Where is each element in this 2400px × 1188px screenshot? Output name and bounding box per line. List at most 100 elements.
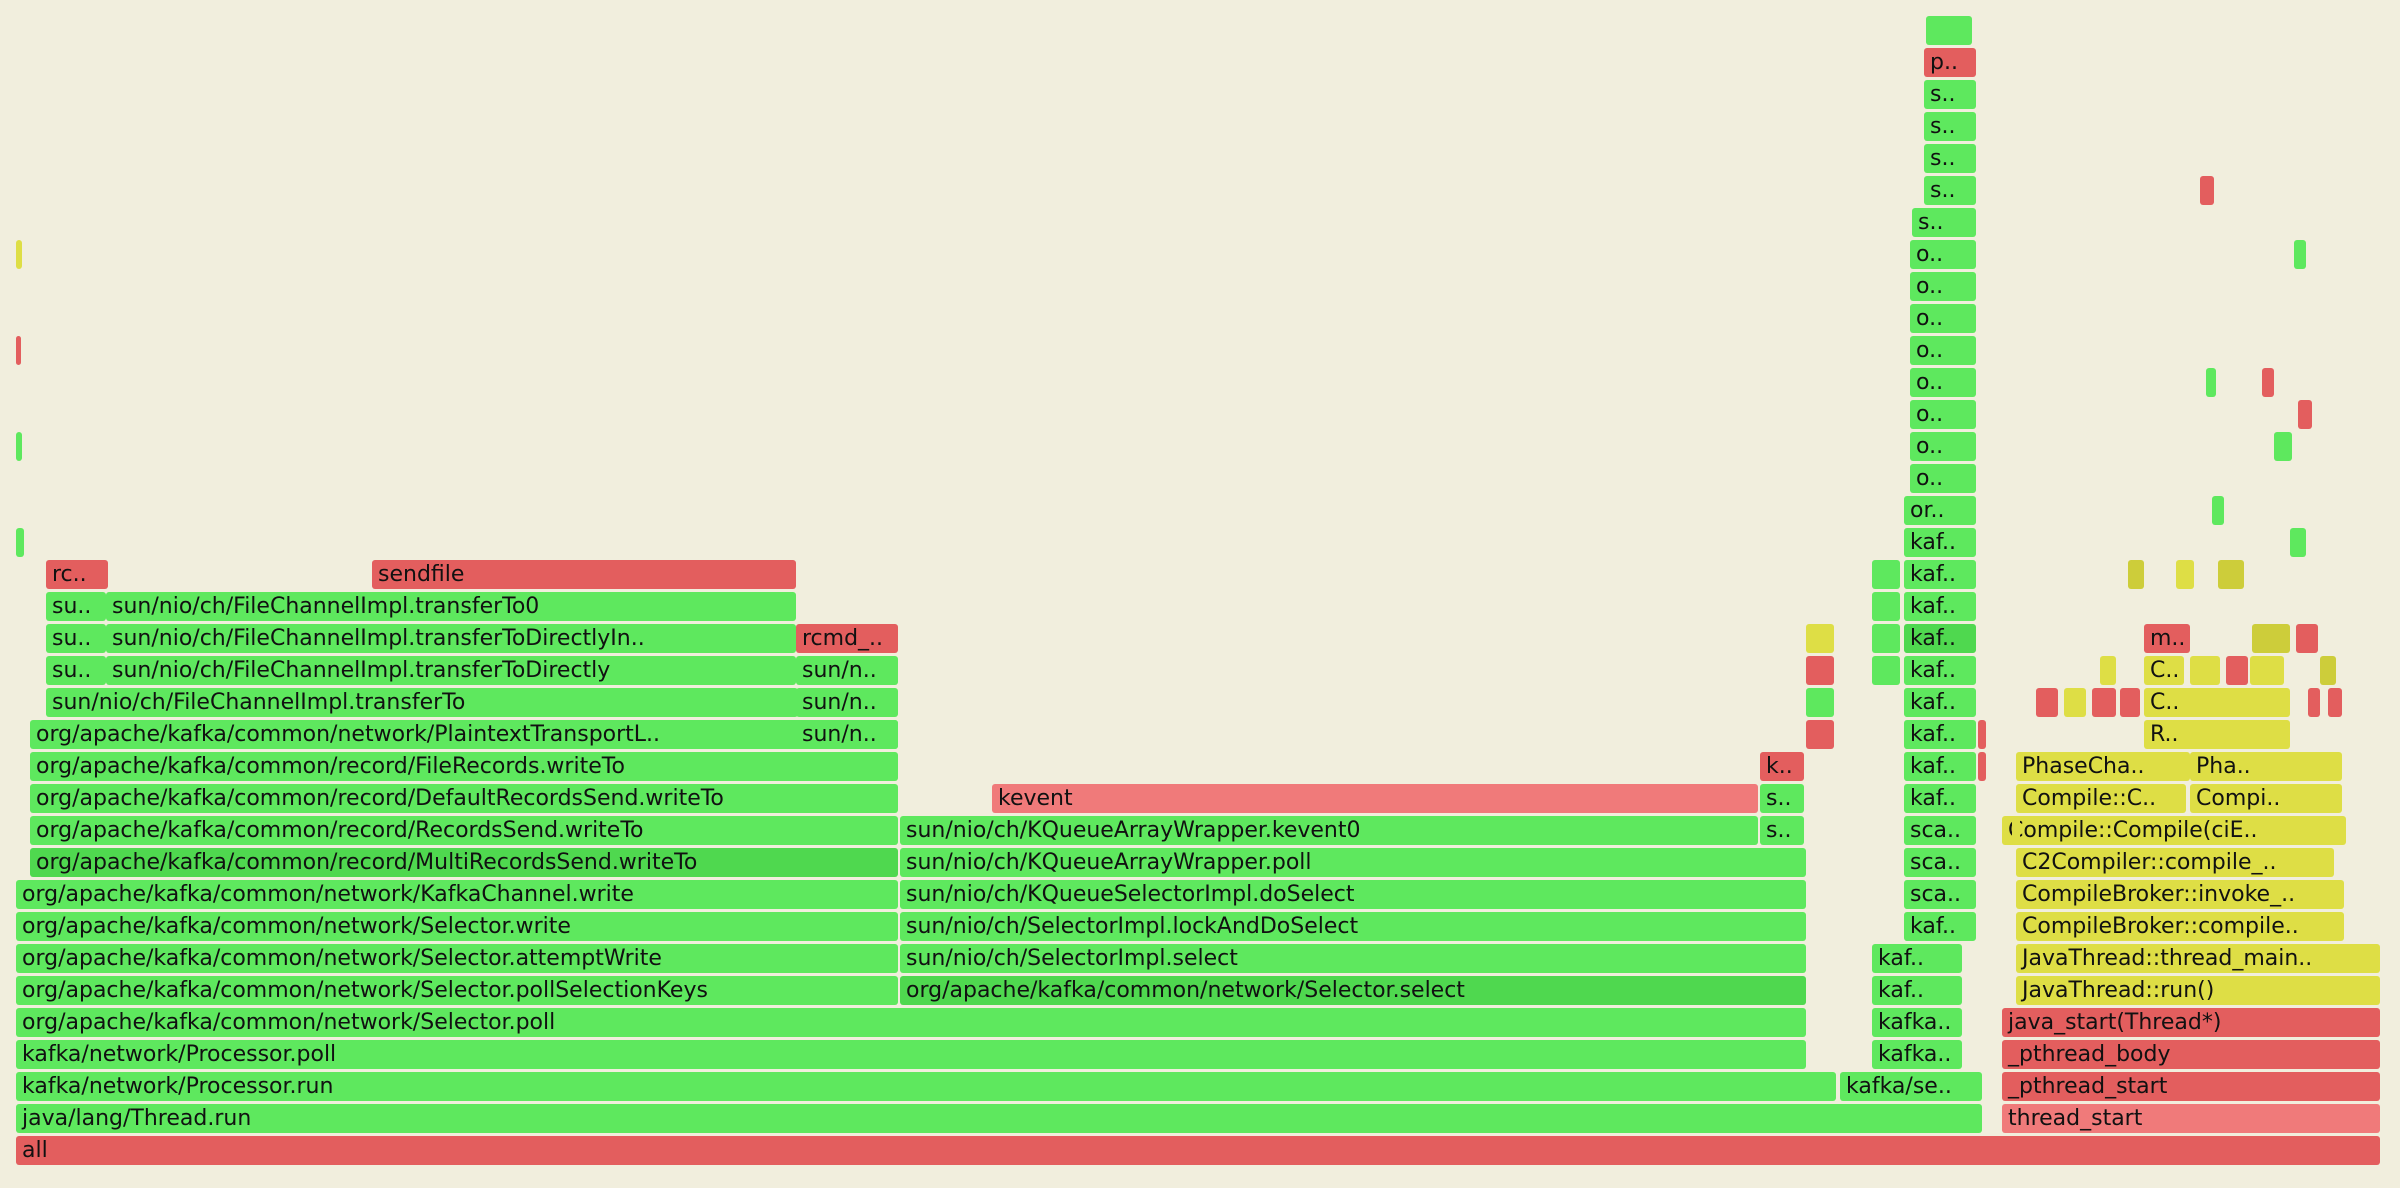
flame-frame[interactable] — [2262, 368, 2274, 397]
flame-frame[interactable]: org/apache/kafka/common/record/RecordsSe… — [30, 816, 898, 845]
flame-frame[interactable] — [1806, 720, 1834, 749]
flame-frame[interactable]: sun/nio/ch/SelectorImpl.lockAndDoSelect — [900, 912, 1806, 941]
flame-frame[interactable]: _pthread_body — [2002, 1040, 2380, 1069]
flame-frame[interactable]: org/apache/kafka/common/network/Selector… — [900, 976, 1806, 1005]
flame-frame[interactable] — [1806, 624, 1834, 653]
flame-frame[interactable]: sca.. — [1904, 880, 1976, 909]
flame-frame[interactable] — [16, 528, 24, 557]
flame-frame[interactable]: s.. — [1924, 80, 1976, 109]
flame-frame[interactable]: kafka/se.. — [1840, 1072, 1982, 1101]
flame-frame[interactable]: kafka/network/Processor.poll — [16, 1040, 1806, 1069]
flame-frame[interactable]: o.. — [1910, 368, 1976, 397]
flame-frame[interactable]: s.. — [1912, 208, 1976, 237]
flame-frame[interactable] — [1872, 592, 1900, 621]
flame-frame[interactable]: o.. — [1910, 464, 1976, 493]
flame-frame[interactable]: C.. — [2144, 688, 2290, 717]
flame-frame[interactable]: org/apache/kafka/common/network/Selector… — [16, 976, 898, 1005]
flame-frame[interactable]: p.. — [1924, 48, 1976, 77]
flame-frame[interactable]: sendfile — [372, 560, 796, 589]
flame-frame[interactable]: kafka.. — [1872, 1040, 1962, 1069]
flame-frame[interactable]: sun/nio/ch/KQueueSelectorImpl.doSelect — [900, 880, 1806, 909]
flame-frame[interactable] — [2100, 656, 2116, 685]
flame-frame[interactable]: kevent — [992, 784, 1758, 813]
flame-frame[interactable]: su.. — [46, 656, 106, 685]
flame-frame[interactable]: sun/nio/ch/FileChannelImpl.transferTo — [46, 688, 798, 717]
flame-frame[interactable]: kafka/network/Processor.run — [16, 1072, 1836, 1101]
flame-frame[interactable] — [2298, 400, 2312, 429]
flame-frame[interactable] — [2064, 688, 2086, 717]
flame-frame[interactable]: org/apache/kafka/common/network/KafkaCha… — [16, 880, 898, 909]
flame-frame[interactable] — [2206, 368, 2216, 397]
flame-frame[interactable] — [2190, 656, 2220, 685]
flame-frame[interactable]: org/apache/kafka/common/network/Plaintex… — [30, 720, 898, 749]
flame-frame[interactable]: su.. — [46, 592, 106, 621]
flame-frame[interactable] — [1926, 16, 1972, 45]
flame-frame[interactable] — [2212, 496, 2224, 525]
flame-frame[interactable] — [2092, 688, 2116, 717]
flame-frame[interactable] — [2036, 688, 2058, 717]
flame-frame[interactable] — [2176, 560, 2194, 589]
flame-frame[interactable]: kaf.. — [1904, 912, 1976, 941]
flame-frame[interactable] — [2218, 560, 2244, 589]
flame-frame[interactable] — [1978, 752, 1986, 781]
flame-frame[interactable]: sun/nio/ch/SelectorImpl.select — [900, 944, 1806, 973]
flame-frame[interactable]: o.. — [1910, 336, 1976, 365]
flame-frame[interactable]: sun/n.. — [796, 720, 898, 749]
flame-frame[interactable]: JavaThread::thread_main.. — [2016, 944, 2380, 973]
flame-frame[interactable]: CompileBroker::compile.. — [2016, 912, 2344, 941]
flame-frame[interactable] — [2320, 656, 2336, 685]
flame-frame[interactable]: _pthread_start — [2002, 1072, 2380, 1101]
flame-frame[interactable]: CompileBroker::invoke_.. — [2016, 880, 2344, 909]
flame-frame[interactable] — [1806, 656, 1834, 685]
flame-frame[interactable]: org/apache/kafka/common/record/FileRecor… — [30, 752, 898, 781]
flame-frame[interactable] — [16, 240, 22, 269]
flame-frame[interactable]: Compile::C.. — [2016, 784, 2186, 813]
flame-frame[interactable]: C.. — [2144, 656, 2184, 685]
flame-frame[interactable]: all — [16, 1136, 2380, 1165]
flame-frame[interactable]: sun/nio/ch/KQueueArrayWrapper.poll — [900, 848, 1806, 877]
flame-frame[interactable]: org/apache/kafka/common/record/DefaultRe… — [30, 784, 898, 813]
flame-frame[interactable]: org/apache/kafka/common/network/Selector… — [16, 1008, 1806, 1037]
flame-frame[interactable] — [1978, 720, 1986, 749]
flame-frame[interactable]: o.. — [1910, 240, 1976, 269]
flame-frame[interactable]: su.. — [46, 624, 106, 653]
flame-frame[interactable]: thread_start — [2002, 1104, 2380, 1133]
flame-frame[interactable]: JavaThread::run() — [2016, 976, 2380, 1005]
flame-frame[interactable]: s.. — [1924, 112, 1976, 141]
flame-frame[interactable] — [2274, 432, 2292, 461]
flame-frame[interactable]: kaf.. — [1904, 528, 1976, 557]
flame-frame[interactable] — [1872, 656, 1900, 685]
flame-frame[interactable] — [2294, 240, 2306, 269]
flame-frame[interactable]: kafka.. — [1872, 1008, 1962, 1037]
flame-frame[interactable]: sca.. — [1904, 848, 1976, 877]
flame-frame[interactable] — [2012, 816, 2020, 845]
flame-frame[interactable]: sca.. — [1904, 816, 1976, 845]
flame-frame[interactable] — [2290, 528, 2306, 557]
flame-frame[interactable]: C2Compiler::compile_.. — [2016, 848, 2334, 877]
flame-frame[interactable]: PhaseCha.. — [2016, 752, 2190, 781]
flame-frame[interactable]: org/apache/kafka/common/network/Selector… — [16, 944, 898, 973]
flame-frame[interactable]: R.. — [2144, 720, 2290, 749]
flame-frame[interactable] — [16, 432, 22, 461]
flame-frame[interactable]: sun/nio/ch/FileChannelImpl.transferToDir… — [106, 656, 796, 685]
flame-frame[interactable]: Pha.. — [2190, 752, 2342, 781]
flame-frame[interactable] — [16, 336, 21, 365]
flame-frame[interactable]: org/apache/kafka/common/record/MultiReco… — [30, 848, 898, 877]
flame-frame[interactable]: o.. — [1910, 432, 1976, 461]
flame-frame[interactable] — [2252, 624, 2290, 653]
flame-frame[interactable]: kaf.. — [1904, 752, 1976, 781]
flame-frame[interactable]: rc.. — [46, 560, 108, 589]
flame-frame[interactable]: kaf.. — [1904, 784, 1976, 813]
flame-frame[interactable]: kaf.. — [1904, 592, 1976, 621]
flame-frame[interactable]: s.. — [1924, 176, 1976, 205]
flame-frame[interactable] — [1872, 560, 1900, 589]
flame-frame[interactable]: s.. — [1760, 784, 1804, 813]
flame-frame[interactable]: sun/nio/ch/FileChannelImpl.transferToDir… — [106, 624, 796, 653]
flame-frame[interactable] — [2328, 688, 2342, 717]
flame-frame[interactable] — [2250, 656, 2284, 685]
flame-frame[interactable]: rcmd_.. — [796, 624, 898, 653]
flame-frame[interactable]: kaf.. — [1904, 688, 1976, 717]
flame-frame[interactable] — [2226, 656, 2248, 685]
flame-frame[interactable]: java_start(Thread*) — [2002, 1008, 2380, 1037]
flame-frame[interactable]: o.. — [1910, 304, 1976, 333]
